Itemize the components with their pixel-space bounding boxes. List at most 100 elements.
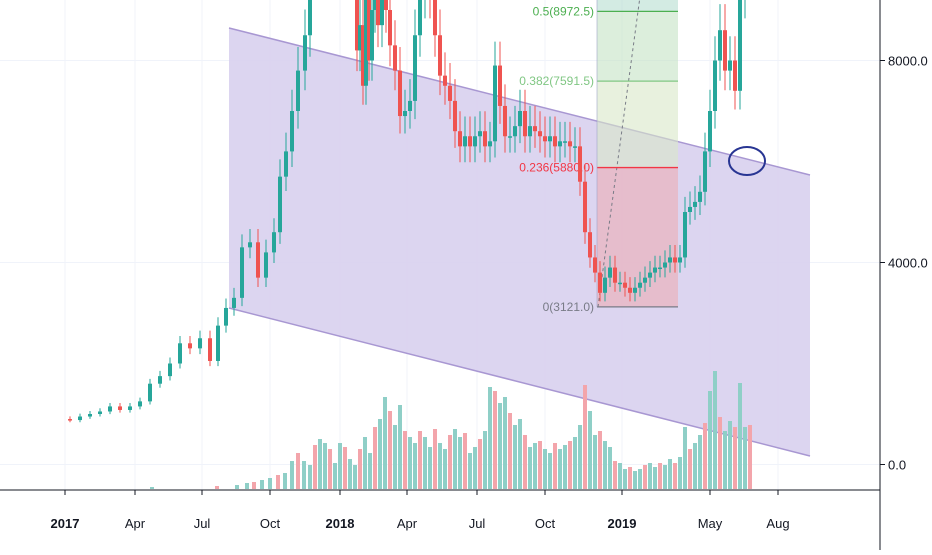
volume-bar <box>633 471 637 489</box>
candle-body <box>688 206 692 212</box>
volume-bar <box>448 435 452 489</box>
candle-body <box>633 287 637 293</box>
volume-bar <box>743 427 747 489</box>
candle-body <box>373 0 377 10</box>
volume-bar <box>658 463 662 489</box>
volume-bar <box>373 427 377 489</box>
candle-body <box>303 35 307 71</box>
candle-body <box>384 0 388 10</box>
volume-bar <box>608 447 612 489</box>
candle-body <box>533 126 537 132</box>
volume-bar <box>245 483 249 489</box>
candle-body <box>598 272 602 293</box>
candle-body <box>718 30 722 61</box>
volume-bar <box>358 449 362 489</box>
highlight-circle[interactable] <box>728 146 766 176</box>
volume-bar <box>738 383 742 489</box>
candle-body <box>458 131 462 147</box>
candle-body <box>488 141 492 147</box>
candle-body <box>648 272 652 278</box>
volume-bar <box>613 461 617 489</box>
x-tick-label: Oct <box>260 516 281 531</box>
candle-body <box>256 242 260 278</box>
candle-body <box>413 35 417 101</box>
candle-body <box>673 257 677 263</box>
volume-bar <box>388 411 392 489</box>
candle-body <box>538 131 542 137</box>
candle-body <box>523 111 527 137</box>
candle-body <box>158 376 162 384</box>
candle-body <box>483 131 487 147</box>
fib-level-label: 0(3121.0) <box>543 300 594 314</box>
volume-bar <box>748 425 752 489</box>
fib-level-label: 0.5(8972.5) <box>533 4 594 18</box>
axes <box>0 0 881 550</box>
candle-body <box>558 141 562 147</box>
candle-body <box>443 75 447 86</box>
volume-bar <box>468 453 472 489</box>
candle-body <box>453 100 457 132</box>
volume-bar <box>483 431 487 489</box>
volume-bar <box>688 449 692 489</box>
volume-bar <box>302 461 306 489</box>
y-tick-label: 8000.0 <box>888 54 928 69</box>
volume-bar <box>428 447 432 489</box>
candle-body <box>678 257 682 263</box>
volume-bar <box>708 391 712 489</box>
candle-body <box>528 126 532 137</box>
candle-body <box>563 141 567 143</box>
volume-bars <box>150 371 752 489</box>
candle-body <box>278 176 282 233</box>
candlesticks <box>68 0 746 423</box>
candle-body <box>388 10 392 46</box>
volume-bar <box>663 465 667 489</box>
candle-body <box>578 146 582 182</box>
volume-bar <box>728 421 732 489</box>
candle-body <box>370 10 374 61</box>
candle-body <box>240 247 244 298</box>
volume-bar <box>723 431 727 489</box>
candle-body <box>108 406 112 412</box>
candle-body <box>168 363 172 377</box>
volume-bar <box>538 441 542 489</box>
volume-bar <box>478 439 482 489</box>
volume-bar <box>558 449 562 489</box>
volume-bar <box>703 423 707 489</box>
volume-bar <box>150 487 154 489</box>
candle-body <box>613 267 617 283</box>
y-tick-label: 0.0 <box>888 458 906 473</box>
volume-bar <box>398 405 402 489</box>
volume-bar <box>338 443 342 489</box>
candle-body <box>738 0 742 91</box>
x-tick-label: Apr <box>125 516 146 531</box>
volume-bar <box>418 431 422 489</box>
volume-bar <box>523 435 527 489</box>
volume-bar <box>235 485 239 489</box>
volume-bar <box>678 457 682 489</box>
volume-bar <box>503 397 507 489</box>
volume-bar <box>383 397 387 489</box>
volume-bar <box>648 463 652 489</box>
volume-bar <box>403 431 407 489</box>
volume-bar <box>543 449 547 489</box>
volume-bar <box>363 437 367 489</box>
volume-bar <box>683 427 687 489</box>
y-tick-label: 4000.0 <box>888 256 928 271</box>
x-tick-label: May <box>698 516 723 531</box>
volume-bar <box>353 465 357 489</box>
candle-body <box>468 136 472 147</box>
channel-fill <box>229 28 810 456</box>
volume-bar <box>673 463 677 489</box>
fib-level-label: 0.236(5880.0) <box>519 161 594 175</box>
volume-bar <box>493 391 497 489</box>
volume-bar <box>578 425 582 489</box>
volume-bar <box>653 467 657 489</box>
candle-body <box>618 282 622 285</box>
candle-body <box>138 401 142 407</box>
volume-bar <box>628 467 632 489</box>
candle-body <box>433 0 437 36</box>
volume-bar <box>623 469 627 489</box>
candle-body <box>553 136 557 147</box>
candle-body <box>178 343 182 364</box>
candle-body <box>603 277 607 293</box>
